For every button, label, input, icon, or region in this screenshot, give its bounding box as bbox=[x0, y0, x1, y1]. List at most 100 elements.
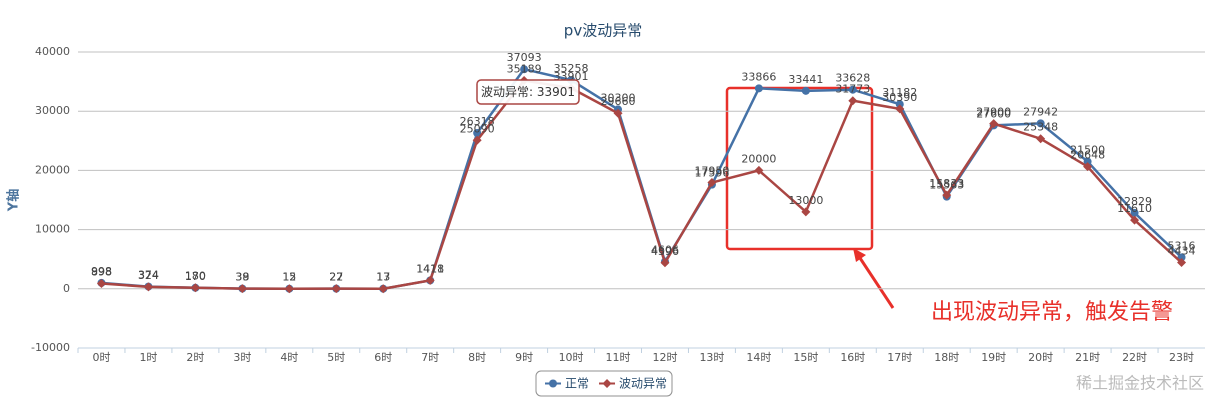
x-tick-label: 6时 bbox=[374, 351, 392, 364]
point bbox=[895, 104, 905, 114]
point bbox=[848, 85, 857, 94]
y-axis-label: Y轴 bbox=[6, 189, 22, 212]
x-tick-label: 7时 bbox=[421, 351, 439, 364]
data-label: 1418 bbox=[416, 262, 444, 275]
point bbox=[848, 96, 858, 106]
legend-label: 波动异常 bbox=[619, 377, 667, 391]
legend-label: 正常 bbox=[565, 377, 589, 391]
data-label: 38 bbox=[235, 271, 249, 284]
point bbox=[96, 278, 106, 288]
data-label: 21500 bbox=[1070, 144, 1105, 157]
data-label: 5316 bbox=[1168, 239, 1196, 252]
y-tick-label: 40000 bbox=[35, 45, 70, 58]
point bbox=[331, 284, 341, 294]
data-label: 13 bbox=[376, 271, 390, 284]
point bbox=[1083, 162, 1093, 172]
x-tick-label: 9时 bbox=[515, 351, 533, 364]
tooltip-box bbox=[476, 79, 580, 105]
point bbox=[472, 135, 482, 145]
data-label: 27600 bbox=[976, 107, 1011, 120]
data-label: 25090 bbox=[460, 122, 495, 135]
point bbox=[1036, 119, 1045, 128]
data-label: 33628 bbox=[835, 72, 870, 85]
arrow-head bbox=[853, 248, 866, 262]
point bbox=[942, 190, 952, 200]
x-tick-label: 18时 bbox=[934, 351, 959, 364]
data-label: 30390 bbox=[882, 91, 917, 104]
point bbox=[1130, 208, 1139, 217]
x-tick-label: 4时 bbox=[280, 351, 298, 364]
x-tick-label: 5时 bbox=[327, 351, 345, 364]
x-tick-label: 23时 bbox=[1169, 351, 1194, 364]
data-label: 35258 bbox=[554, 62, 589, 75]
x-tick-label: 14时 bbox=[746, 351, 771, 364]
data-label: 26318 bbox=[460, 115, 495, 128]
point bbox=[801, 207, 811, 217]
series-line bbox=[101, 67, 1183, 290]
data-label: 12829 bbox=[1117, 195, 1152, 208]
data-label: 998 bbox=[91, 265, 112, 278]
x-tick-label: 10时 bbox=[559, 351, 584, 364]
data-label: 12 bbox=[282, 271, 296, 284]
point bbox=[378, 284, 388, 294]
chart-title: pv波动异常 bbox=[564, 22, 642, 40]
point bbox=[1036, 134, 1046, 144]
arrow bbox=[856, 254, 895, 309]
x-tick-label: 20时 bbox=[1028, 351, 1053, 364]
point bbox=[707, 178, 717, 188]
point bbox=[237, 284, 247, 294]
y-tick-label: 20000 bbox=[35, 163, 70, 176]
data-label: 35189 bbox=[507, 62, 542, 75]
annotation: 出现波动异常，触发告警 bbox=[931, 300, 1173, 325]
data-label: 31182 bbox=[882, 86, 917, 99]
data-label: 20648 bbox=[1070, 149, 1105, 162]
data-label: 4434 bbox=[1168, 245, 1196, 258]
x-tick-label: 19时 bbox=[981, 351, 1006, 364]
x-tick-label: 13时 bbox=[699, 351, 724, 364]
x-tick-label: 12时 bbox=[652, 351, 677, 364]
data-label: 4606 bbox=[651, 244, 679, 257]
data-label: 13000 bbox=[788, 194, 823, 207]
x-tick-label: 11时 bbox=[606, 351, 631, 364]
y-tick-label: 0 bbox=[63, 282, 70, 295]
point bbox=[1083, 157, 1092, 166]
x-tick-label: 21时 bbox=[1075, 351, 1100, 364]
x-tick-label: 16时 bbox=[840, 351, 865, 364]
point bbox=[473, 128, 482, 137]
data-label: 374 bbox=[138, 269, 159, 282]
data-label: 15 bbox=[282, 271, 296, 284]
point bbox=[801, 86, 810, 95]
data-label: 22 bbox=[329, 271, 343, 284]
series-line bbox=[101, 79, 1183, 290]
data-label: 29660 bbox=[601, 95, 636, 108]
y-tick-label: 10000 bbox=[35, 223, 70, 236]
data-label: 17950 bbox=[694, 165, 729, 178]
x-tick-label: 22时 bbox=[1122, 351, 1147, 364]
data-label: 324 bbox=[138, 269, 159, 282]
point bbox=[190, 283, 200, 293]
point bbox=[754, 84, 763, 93]
data-label: 27 bbox=[329, 271, 343, 284]
data-label: 17 bbox=[376, 271, 390, 284]
data-label: 33866 bbox=[741, 70, 776, 83]
point bbox=[989, 119, 999, 129]
data-label: 4396 bbox=[651, 245, 679, 258]
x-tick-label: 8时 bbox=[468, 351, 486, 364]
x-tick-label: 1时 bbox=[139, 351, 157, 364]
data-label: 20000 bbox=[741, 152, 776, 165]
point bbox=[1177, 258, 1187, 268]
legend-marker bbox=[549, 379, 557, 388]
data-label: 30300 bbox=[601, 91, 636, 104]
watermark: 稀土掘金技术社区 bbox=[1076, 374, 1204, 393]
point bbox=[425, 275, 435, 285]
y-tick-label: -10000 bbox=[31, 341, 70, 354]
data-label: 898 bbox=[91, 265, 112, 278]
tooltip-text: 波动异常: 33901 bbox=[481, 85, 575, 99]
data-label: 11610 bbox=[1117, 202, 1152, 215]
data-label: 180 bbox=[185, 270, 206, 283]
data-label: 33441 bbox=[788, 73, 823, 86]
x-tick-label: 0时 bbox=[92, 351, 110, 364]
data-label: 31773 bbox=[835, 83, 870, 96]
x-tick-label: 15时 bbox=[793, 351, 818, 364]
